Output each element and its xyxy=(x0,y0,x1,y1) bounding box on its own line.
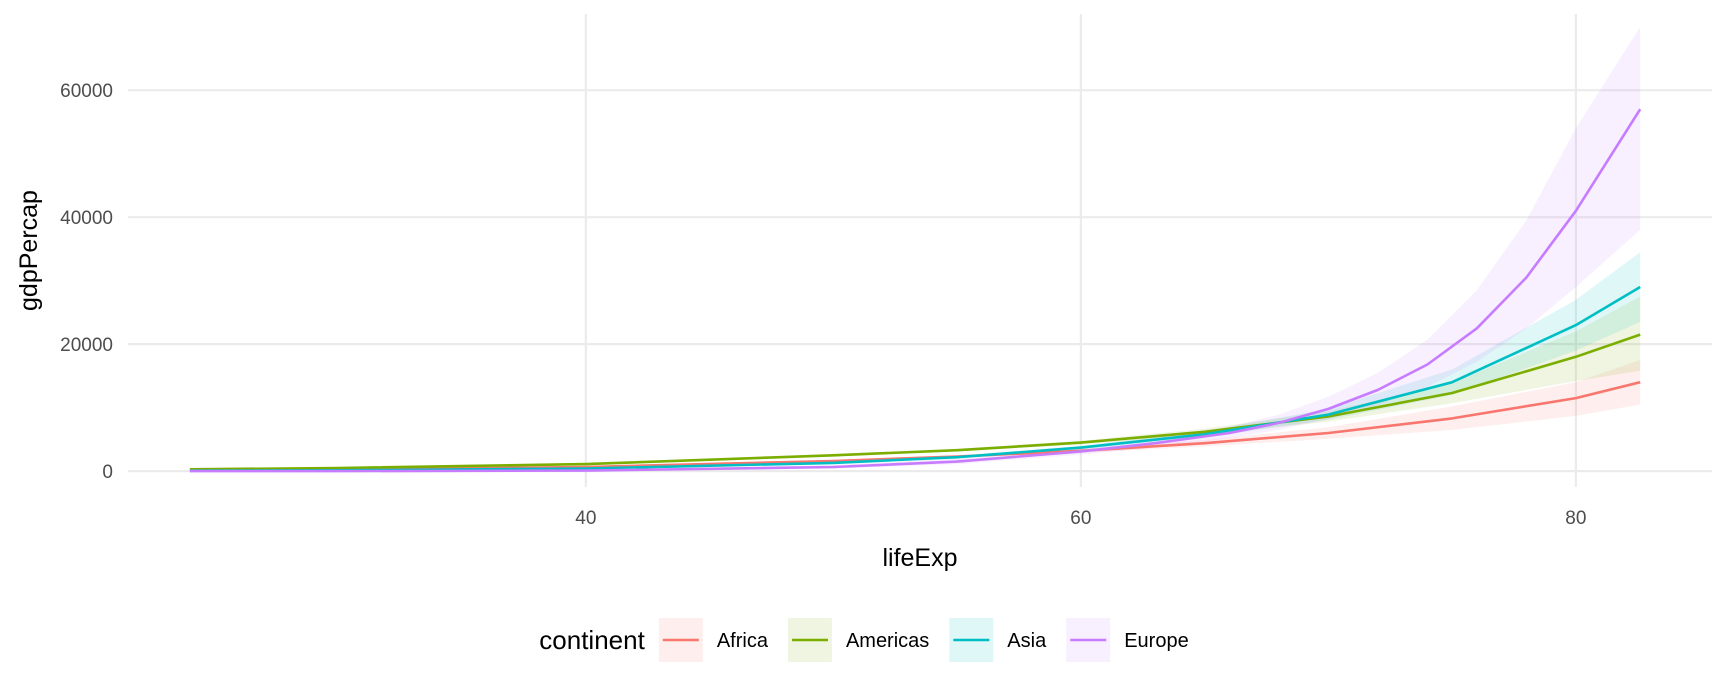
legend-label-asia: Asia xyxy=(1007,630,1047,652)
legend-label-americas: Americas xyxy=(846,630,929,652)
x-axis-title: lifeExp xyxy=(882,544,957,572)
y-tick-label: 20000 xyxy=(60,335,113,356)
x-axis-tick-labels: 40 60 80 xyxy=(575,508,1586,529)
y-tick-label: 60000 xyxy=(60,81,113,102)
confidence-bands xyxy=(189,26,1641,472)
y-tick-label: 40000 xyxy=(60,208,113,229)
series-lines xyxy=(189,108,1642,473)
series-line-asia xyxy=(189,285,1641,473)
legend: continent Africa Americas Asia Europe xyxy=(539,618,1189,662)
band-americas xyxy=(189,296,1641,470)
legend-label-africa: Africa xyxy=(717,630,769,652)
legend-label-europe: Europe xyxy=(1124,630,1189,652)
series-line-europe xyxy=(189,108,1642,473)
y-axis-title: gdpPercap xyxy=(15,190,43,311)
series-line-americas xyxy=(189,333,1641,471)
legend-items: Africa Americas Asia Europe xyxy=(658,618,1189,662)
x-tick-label: 60 xyxy=(1070,508,1091,529)
y-tick-label: 0 xyxy=(102,462,113,483)
x-tick-label: 40 xyxy=(575,508,596,529)
y-axis-tick-labels: 0 20000 40000 60000 xyxy=(60,81,113,483)
legend-title: continent xyxy=(539,625,645,655)
x-tick-label: 80 xyxy=(1565,508,1586,529)
